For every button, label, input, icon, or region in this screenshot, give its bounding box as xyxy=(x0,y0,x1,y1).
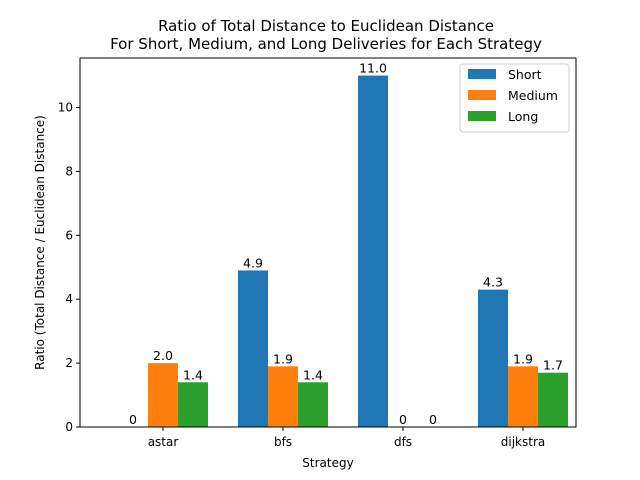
legend-label-medium: Medium xyxy=(508,88,558,103)
data-label-medium-bfs: 1.9 xyxy=(273,351,293,366)
bar-group xyxy=(148,75,568,428)
data-label-short-dfs: 11.0 xyxy=(359,61,387,76)
legend-label-short: Short xyxy=(508,67,542,82)
x-tick-label-dfs: dfs xyxy=(394,435,412,449)
data-label-medium-dijkstra: 1.9 xyxy=(513,351,533,366)
legend-label-long: Long xyxy=(508,109,538,124)
x-axis: astar bfs dfs dijkstra xyxy=(148,427,545,449)
bar-long-bfs xyxy=(298,382,328,427)
bar-long-dijkstra xyxy=(538,372,568,427)
y-tick-label-8: 8 xyxy=(65,164,73,178)
y-axis: 0 2 4 6 8 10 xyxy=(58,101,80,434)
x-tick-label-astar: astar xyxy=(148,435,179,449)
x-axis-label: Strategy xyxy=(302,456,353,470)
bar-short-bfs xyxy=(238,270,268,427)
x-tick-label-dijkstra: dijkstra xyxy=(501,435,545,449)
data-label-long-dijkstra: 1.7 xyxy=(543,358,563,373)
legend-swatch-short xyxy=(468,69,496,79)
data-label-short-dijkstra: 4.3 xyxy=(483,275,503,290)
y-tick-label-6: 6 xyxy=(65,228,73,242)
data-label-long-astar: 1.4 xyxy=(183,367,203,382)
y-tick-label-2: 2 xyxy=(65,356,73,370)
data-label-long-bfs: 1.4 xyxy=(303,367,323,382)
data-label-medium-dfs: 0 xyxy=(399,412,407,427)
legend: Short Medium Long xyxy=(459,63,570,133)
data-label-short-astar: 0 xyxy=(129,412,137,427)
data-label-short-bfs: 4.9 xyxy=(243,255,263,270)
bar-short-dfs xyxy=(358,75,388,428)
data-label-long-dfs: 0 xyxy=(429,412,437,427)
bar-medium-astar xyxy=(148,363,178,427)
y-tick-label-4: 4 xyxy=(65,292,73,306)
data-label-group: 0 2.0 1.4 4.9 1.9 1.4 11.0 0 0 4.3 1.9 1.7 xyxy=(129,61,563,427)
legend-swatch-medium xyxy=(468,90,496,100)
bar-long-astar xyxy=(178,382,208,427)
legend-swatch-long xyxy=(468,111,496,121)
y-axis-label: Ratio (Total Distance / Euclidean Distan… xyxy=(33,115,47,370)
bar-medium-dijkstra xyxy=(508,366,538,427)
chart-title-line-1: Ratio of Total Distance to Euclidean Dis… xyxy=(158,17,494,35)
data-label-medium-astar: 2.0 xyxy=(153,348,173,363)
y-tick-label-10: 10 xyxy=(58,101,73,115)
plot-frame xyxy=(79,57,577,428)
bar-medium-bfs xyxy=(268,366,298,427)
x-tick-label-bfs: bfs xyxy=(274,435,292,449)
y-tick-label-0: 0 xyxy=(65,420,73,434)
bar-short-dijkstra xyxy=(478,289,508,427)
chart-title-line-2: For Short, Medium, and Long Deliveries f… xyxy=(110,35,542,53)
